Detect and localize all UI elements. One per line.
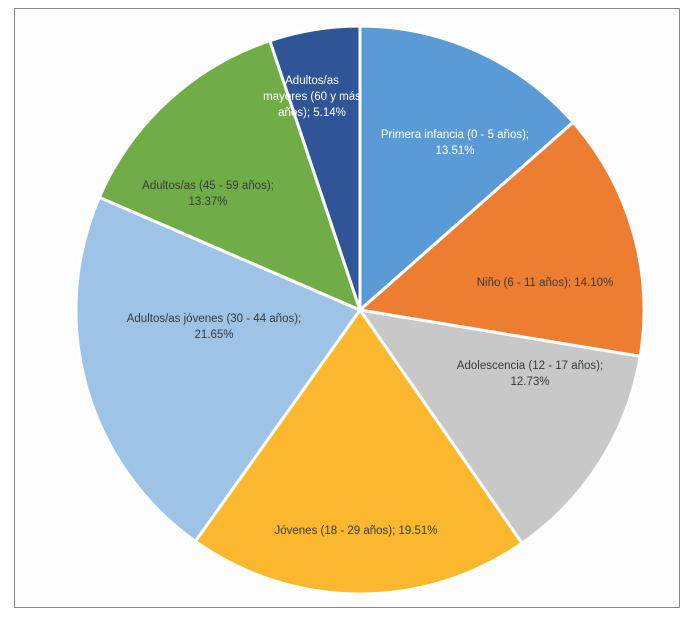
slice-label-1: Primera infancia (0 - 5 años); 13.51% (381, 129, 529, 157)
slice-label-6: Adultos/as (45 - 59 años); 13.37% (142, 180, 274, 208)
pie-slice-2 (356, 120, 646, 359)
pie-slice-4 (193, 307, 525, 596)
pie-slice-1 (358, 24, 576, 314)
pie-slice-5 (74, 195, 363, 544)
pie-slice-3 (356, 307, 642, 546)
slice-label-4: Jóvenes (18 - 29 años); 19.51% (274, 525, 437, 537)
slice-label-3: Adolescencia (12 - 17 años); 12.73% (457, 360, 603, 388)
pie-slice-6 (97, 38, 363, 313)
pie-slice-7 (267, 24, 362, 311)
slice-label-5: Adultos/as jóvenes (30 - 44 años); 21.65% (127, 313, 302, 341)
slice-label-7: Adultos/as mayores (60 y más años); 5.14% (263, 75, 361, 119)
slice-label-2: Niño (6 - 11 años); 14.10% (477, 277, 614, 289)
